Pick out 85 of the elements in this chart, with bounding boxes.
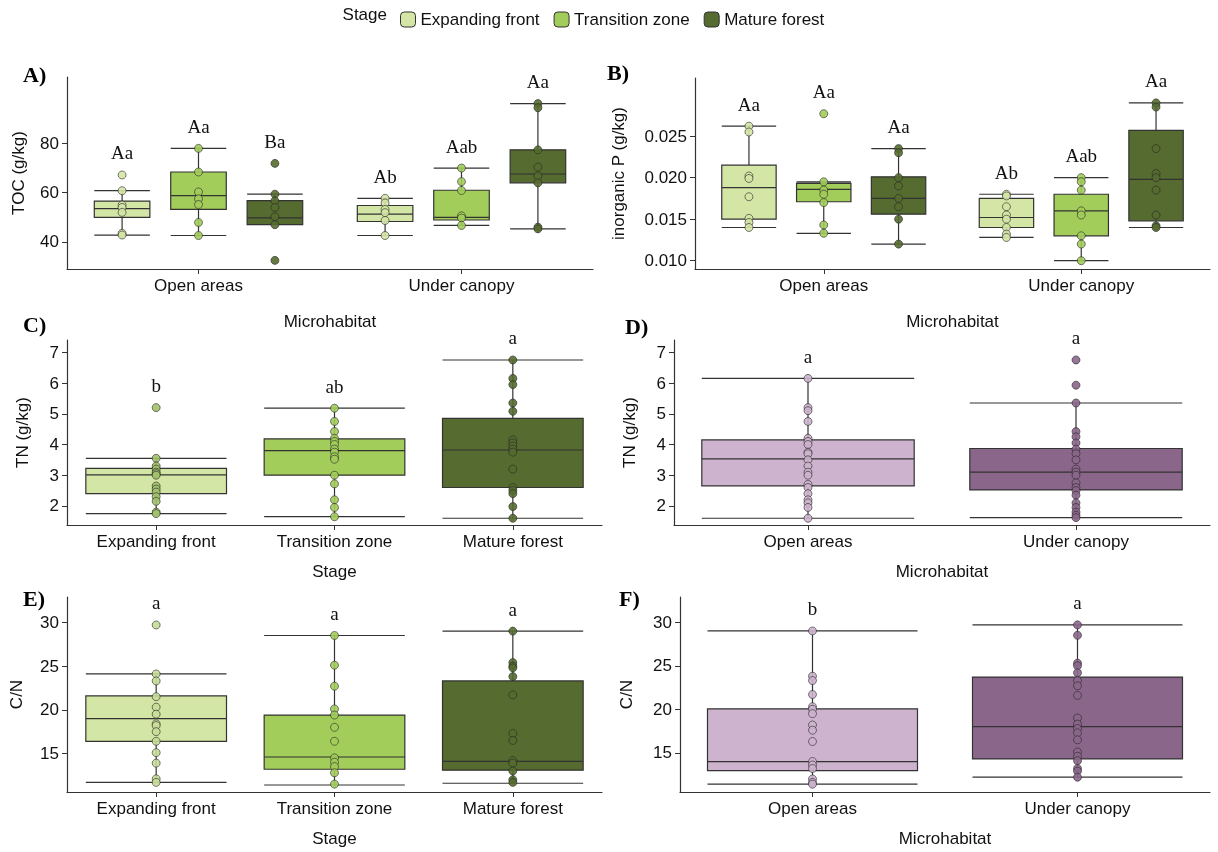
x-tick-label: Open areas: [779, 276, 869, 295]
annotation: a: [803, 345, 813, 367]
x-tick-label: Under canopy: [408, 276, 515, 295]
x-tick-label: Under canopy: [1024, 799, 1131, 818]
chart-title: E): [23, 585, 45, 611]
x-tick-label: Under canopy: [1023, 532, 1130, 551]
annotation: Ab: [994, 161, 1019, 183]
chart-title: F): [619, 585, 640, 611]
annotation: Aa: [887, 116, 911, 138]
y-axis-title: inorganic P (g/kg): [609, 107, 628, 240]
y-tick-label: 6: [49, 373, 59, 393]
x-axis-title: Stage: [312, 829, 357, 848]
y-tick-label: 20: [40, 700, 59, 720]
y-tick-label: 6: [656, 373, 666, 393]
x-axis-title: Microhabitat: [283, 312, 377, 331]
y-tick-label: 0.015: [644, 209, 687, 229]
annotation: a: [1073, 592, 1083, 614]
x-tick-label: Open areas: [768, 799, 857, 818]
x-axis-title: Stage: [312, 562, 357, 581]
annotation: Ba: [264, 130, 287, 152]
y-tick-label: 25: [40, 656, 59, 676]
y-tick-label: 7: [656, 342, 666, 362]
y-tick-label: 0.020: [644, 168, 687, 188]
x-tick-label: Mature forest: [462, 799, 564, 818]
x-axis-title: Microhabitat: [898, 829, 992, 848]
y-tick-label: 4: [49, 434, 59, 454]
annotation: b: [807, 598, 818, 620]
y-tick-label: 80: [40, 133, 59, 153]
y-tick-label: 20: [653, 699, 672, 719]
x-axis-title: Microhabitat: [895, 562, 989, 581]
chart-title: C): [23, 311, 47, 337]
annotation: b: [151, 375, 161, 397]
annotation: ab: [325, 375, 344, 397]
annotation: a: [330, 602, 340, 624]
y-tick-label: 15: [40, 744, 59, 764]
x-tick-label: Mature forest: [462, 532, 564, 551]
chart-title: D): [625, 313, 649, 339]
legend-label: Expanding front: [420, 10, 540, 29]
y-axis-title: C/N: [617, 679, 636, 710]
y-tick-label: 5: [49, 404, 59, 424]
y-tick-label: 0.010: [644, 251, 687, 271]
x-tick-label: Open areas: [763, 532, 853, 551]
annotation: Aa: [187, 115, 211, 137]
y-tick-label: 3: [656, 465, 666, 485]
annotation: a: [508, 598, 518, 620]
y-tick-label: 60: [40, 183, 59, 203]
y-axis-title: TN (g/kg): [620, 397, 639, 468]
x-axis-title: Microhabitat: [906, 312, 1000, 331]
x-tick-label: Expanding front: [96, 799, 216, 818]
chart-title: A): [23, 61, 47, 87]
annotation: Aab: [1065, 145, 1098, 167]
y-axis-title: TOC (g/kg): [9, 131, 28, 215]
annotation: a: [1071, 327, 1081, 349]
y-tick-label: 5: [656, 404, 666, 424]
y-tick-label: 2: [656, 496, 666, 516]
x-tick-label: Expanding front: [96, 532, 216, 551]
y-axis-title: TN (g/kg): [13, 397, 32, 468]
annotation: Aab: [445, 135, 478, 157]
y-tick-label: 15: [653, 743, 672, 763]
annotation: Aa: [111, 142, 134, 164]
annotation: Ab: [373, 165, 397, 187]
x-tick-label: Open areas: [154, 276, 243, 295]
legend-label: Mature forest: [724, 10, 825, 29]
chart-title: B): [607, 59, 629, 85]
legend-title: Stage: [342, 4, 387, 24]
x-tick-label: Transition zone: [276, 532, 393, 551]
y-tick-label: 40: [40, 232, 59, 252]
annotation: Aa: [812, 81, 836, 103]
y-tick-label: 0.025: [644, 126, 687, 146]
y-axis-title: C/N: [7, 679, 26, 710]
x-tick-label: Transition zone: [276, 799, 393, 818]
annotation: Aa: [1144, 70, 1168, 92]
y-tick-label: 3: [49, 465, 59, 485]
annotation: a: [151, 592, 161, 614]
y-tick-label: 25: [653, 656, 672, 676]
y-tick-label: 2: [49, 496, 59, 516]
x-tick-label: Under canopy: [1028, 276, 1135, 295]
legend-label: Transition zone: [574, 10, 690, 29]
y-tick-label: 7: [49, 342, 59, 362]
y-tick-label: 30: [40, 612, 59, 632]
annotation: Aa: [526, 71, 550, 93]
annotation: a: [508, 327, 518, 349]
annotation: Aa: [737, 93, 761, 115]
y-tick-label: 30: [653, 612, 672, 632]
y-tick-label: 4: [656, 434, 666, 454]
